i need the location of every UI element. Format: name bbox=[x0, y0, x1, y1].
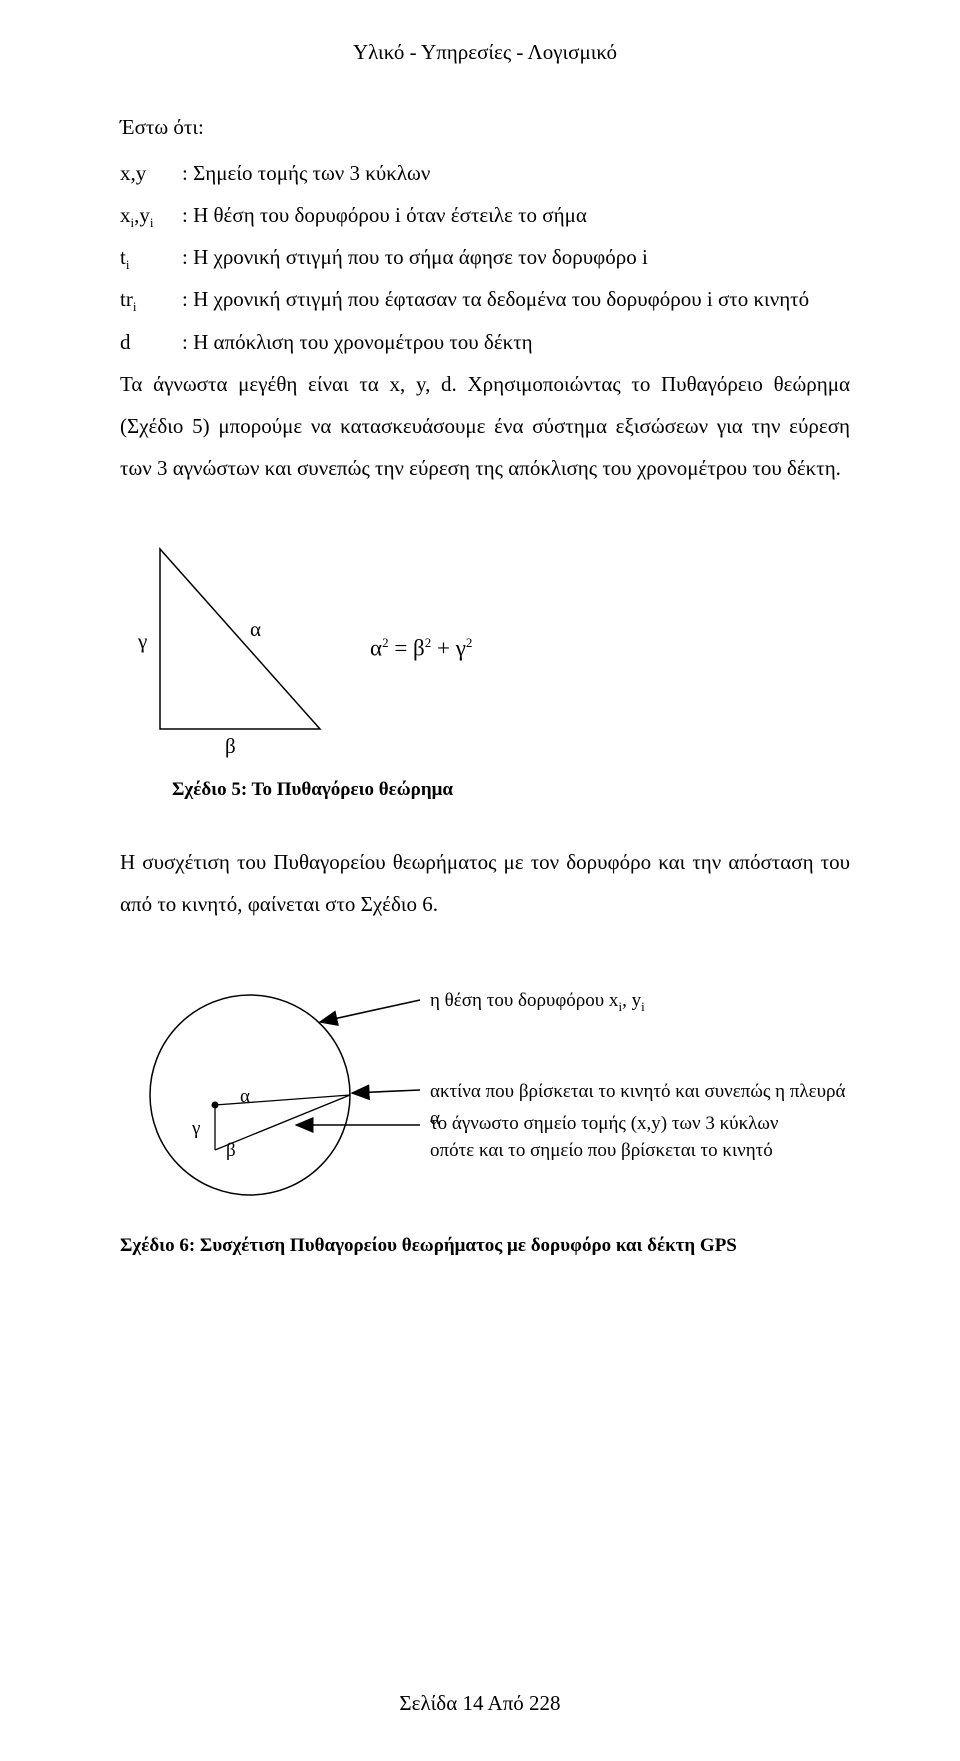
figure6-callout-low1: το άγνωστο σημείο τομής (x,y) των 3 κύκλ… bbox=[430, 1110, 778, 1138]
figure6-arrow-top bbox=[320, 1000, 420, 1022]
def-desc-tri: : Η χρονική στιγμή που έφτασαν τα δεδομέ… bbox=[182, 278, 850, 320]
def-term-tri: tri bbox=[120, 278, 182, 320]
def-term-ti: ti bbox=[120, 236, 182, 278]
figure5-block: γ α β α2 = β2 + γ2 bbox=[120, 539, 850, 759]
def-row-ti: ti : Η χρονική στιγμή που το σήμα άφησε … bbox=[120, 236, 850, 278]
figure6-callout-low2: οπότε και το σημείο που βρίσκεται το κιν… bbox=[430, 1137, 773, 1165]
figure6-label-alpha: α bbox=[240, 1083, 250, 1111]
def-row-xy: x,y : Σημείο τομής των 3 κύκλων bbox=[120, 152, 850, 194]
figure5-formula: α2 = β2 + γ2 bbox=[370, 635, 472, 662]
page-header-title: Υλικό - Υπηρεσίες - Λογισμικό bbox=[120, 40, 850, 65]
def-desc-d: : Η απόκλιση του χρονομέτρου του δέκτη bbox=[182, 321, 850, 363]
intro-lead: Έστω ότι: bbox=[120, 115, 850, 140]
figure5-caption: Σχέδιο 5: Το Πυθαγόρειο θεώρημα bbox=[172, 779, 850, 801]
def-term-xy: x,y bbox=[120, 152, 182, 194]
def-desc-ti: : Η χρονική στιγμή που το σήμα άφησε τον… bbox=[182, 236, 850, 278]
figure5-label-gamma: γ bbox=[138, 629, 147, 654]
figure6-arrow-mid bbox=[352, 1090, 420, 1093]
figure6-caption: Σχέδιο 6: Συσχέτιση Πυθαγορείου θεωρήματ… bbox=[120, 1235, 850, 1257]
figure6-circle bbox=[150, 995, 350, 1195]
figure6-label-beta: β bbox=[226, 1137, 236, 1165]
def-row-d: d : Η απόκλιση του χρονομέτρου του δέκτη bbox=[120, 321, 850, 363]
figure6-label-gamma: γ bbox=[192, 1115, 200, 1143]
def-row-tri: tri : Η χρονική στιγμή που έφτασαν τα δε… bbox=[120, 278, 850, 320]
figure6-block: γ α β η θέση του δορυφόρου xi, yi ακτίνα… bbox=[120, 965, 850, 1225]
figure5-svg bbox=[120, 539, 340, 759]
figure6-callout-top: η θέση του δορυφόρου xi, yi bbox=[430, 987, 645, 1017]
def-row-xiyi: xi,yi : Η θέση του δορυφόρου i όταν έστε… bbox=[120, 194, 850, 236]
def-desc-xy: : Σημείο τομής των 3 κύκλων bbox=[182, 152, 850, 194]
page-footer: Σελίδα 14 Από 228 bbox=[0, 1691, 960, 1716]
paragraph-1: Τα άγνωστα μεγέθη είναι τα x, y, d. Χρησ… bbox=[120, 363, 850, 489]
figure5-label-beta: β bbox=[225, 734, 236, 759]
figure5-triangle: γ α β bbox=[120, 539, 340, 759]
figure5-triangle-shape bbox=[160, 549, 320, 729]
paragraph-2: Η συσχέτιση του Πυθαγορείου θεωρήματος μ… bbox=[120, 841, 850, 925]
def-desc-xiyi: : Η θέση του δορυφόρου i όταν έστειλε το… bbox=[182, 194, 850, 236]
def-term-d: d bbox=[120, 321, 182, 363]
def-term-xiyi: xi,yi bbox=[120, 194, 182, 236]
figure5-label-alpha: α bbox=[250, 617, 261, 642]
